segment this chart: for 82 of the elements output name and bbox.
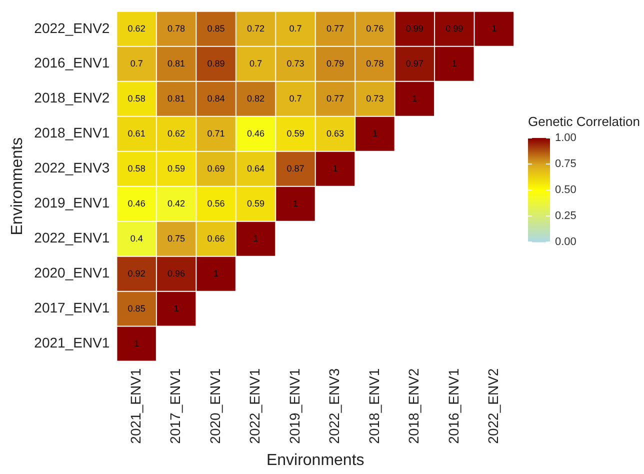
data-label: 0.81 bbox=[168, 93, 186, 104]
color-bar-label: 0.50 bbox=[555, 184, 576, 196]
x-tick-label: 2017_ENV1 bbox=[167, 368, 184, 444]
data-label: 0.69 bbox=[207, 163, 225, 174]
y-tick-label: 2019_ENV1 bbox=[34, 194, 110, 211]
data-label: 0.7 bbox=[130, 58, 143, 68]
data-label: 1 bbox=[452, 58, 457, 68]
y-tick-label: 2018_ENV1 bbox=[34, 124, 110, 141]
data-label: 1 bbox=[332, 163, 338, 174]
data-label: 0.42 bbox=[168, 198, 186, 208]
data-label: 0.58 bbox=[128, 163, 146, 174]
data-label: 1 bbox=[492, 23, 497, 34]
data-label: 0.84 bbox=[207, 93, 225, 104]
x-tick-label: 2022_ENV2 bbox=[484, 368, 501, 444]
data-label: 0.96 bbox=[168, 268, 186, 278]
y-tick-label: 2021_ENV1 bbox=[34, 334, 110, 351]
data-label: 0.78 bbox=[168, 23, 186, 34]
data-label: 0.4 bbox=[130, 233, 143, 244]
y-tick-label: 2018_ENV2 bbox=[34, 90, 110, 106]
x-tick-label: 2019_ENV1 bbox=[286, 368, 302, 444]
x-tick-label: 2018_ENV1 bbox=[366, 368, 382, 444]
data-label: 0.7 bbox=[289, 93, 302, 104]
data-label: 1 bbox=[372, 128, 378, 138]
data-label: 0.58 bbox=[128, 93, 146, 104]
data-label: 0.66 bbox=[207, 233, 225, 244]
data-label: 0.59 bbox=[168, 163, 186, 174]
y-tick-label: 2017_ENV1 bbox=[34, 300, 110, 316]
data-label: 1 bbox=[174, 303, 179, 314]
data-label: 0.75 bbox=[168, 233, 186, 244]
y-tick-label: 2022_ENV3 bbox=[34, 160, 110, 176]
data-label: 0.97 bbox=[406, 58, 424, 68]
x-tick-label: 2020_ENV1 bbox=[206, 368, 223, 444]
y-tick-label: 2022_ENV2 bbox=[34, 20, 110, 36]
data-label: 0.59 bbox=[286, 128, 304, 138]
data-label: 0.81 bbox=[168, 58, 186, 68]
data-label: 0.64 bbox=[246, 163, 265, 174]
data-label: 0.77 bbox=[326, 93, 344, 104]
data-label: 0.61 bbox=[128, 128, 146, 138]
data-label: 0.78 bbox=[366, 58, 384, 68]
data-label: 0.82 bbox=[246, 93, 265, 104]
data-label: 1 bbox=[134, 338, 140, 348]
data-label: 0.59 bbox=[246, 198, 265, 208]
data-label: 1 bbox=[412, 93, 418, 104]
data-label: 1 bbox=[214, 268, 219, 278]
x-tick-label: 2016_ENV1 bbox=[445, 368, 462, 444]
data-label: 0.85 bbox=[128, 303, 146, 314]
color-bar-label: 1.00 bbox=[555, 132, 576, 144]
data-label: 0.76 bbox=[366, 23, 384, 34]
data-label: 0.7 bbox=[289, 23, 302, 34]
data-label: 0.99 bbox=[446, 23, 464, 34]
y-tick-label: 2022_ENV1 bbox=[34, 230, 110, 246]
y-tick-label: 2016_ENV1 bbox=[34, 54, 110, 71]
data-label: 0.72 bbox=[246, 23, 265, 34]
data-label: 0.89 bbox=[207, 58, 225, 68]
data-label: 0.7 bbox=[250, 58, 262, 68]
data-label: 0.73 bbox=[286, 58, 304, 68]
data-label: 0.73 bbox=[366, 93, 384, 104]
data-label: 0.46 bbox=[128, 198, 146, 208]
data-label: 1 bbox=[292, 198, 298, 208]
color-bar-label: 0.00 bbox=[555, 236, 576, 248]
x-axis-title: Environments bbox=[266, 452, 364, 469]
x-tick-label: 2018_ENV2 bbox=[406, 368, 422, 444]
x-tick-label: 2022_ENV1 bbox=[246, 368, 263, 444]
y-axis-title: Environments bbox=[9, 137, 26, 236]
data-label: 0.92 bbox=[128, 268, 146, 278]
color-bar-label: 0.25 bbox=[555, 210, 576, 222]
data-label: 0.77 bbox=[326, 23, 344, 34]
data-label: 1 bbox=[253, 233, 258, 244]
data-label: 0.46 bbox=[246, 128, 265, 138]
data-label: 0.56 bbox=[207, 198, 225, 208]
data-label: 0.63 bbox=[326, 128, 344, 138]
data-label: 0.62 bbox=[128, 23, 146, 34]
data-label: 0.71 bbox=[207, 128, 225, 138]
data-label: 0.99 bbox=[406, 23, 424, 34]
x-tick-label: 2022_ENV3 bbox=[326, 368, 342, 444]
data-label: 0.87 bbox=[286, 163, 304, 174]
color-bar-title: Genetic Correlation bbox=[528, 114, 640, 129]
y-tick-label: 2020_ENV1 bbox=[34, 264, 110, 281]
data-label: 0.85 bbox=[207, 23, 225, 34]
color-bar-label: 0.75 bbox=[555, 158, 576, 170]
data-label: 0.79 bbox=[326, 58, 344, 68]
data-label: 0.62 bbox=[168, 128, 186, 138]
